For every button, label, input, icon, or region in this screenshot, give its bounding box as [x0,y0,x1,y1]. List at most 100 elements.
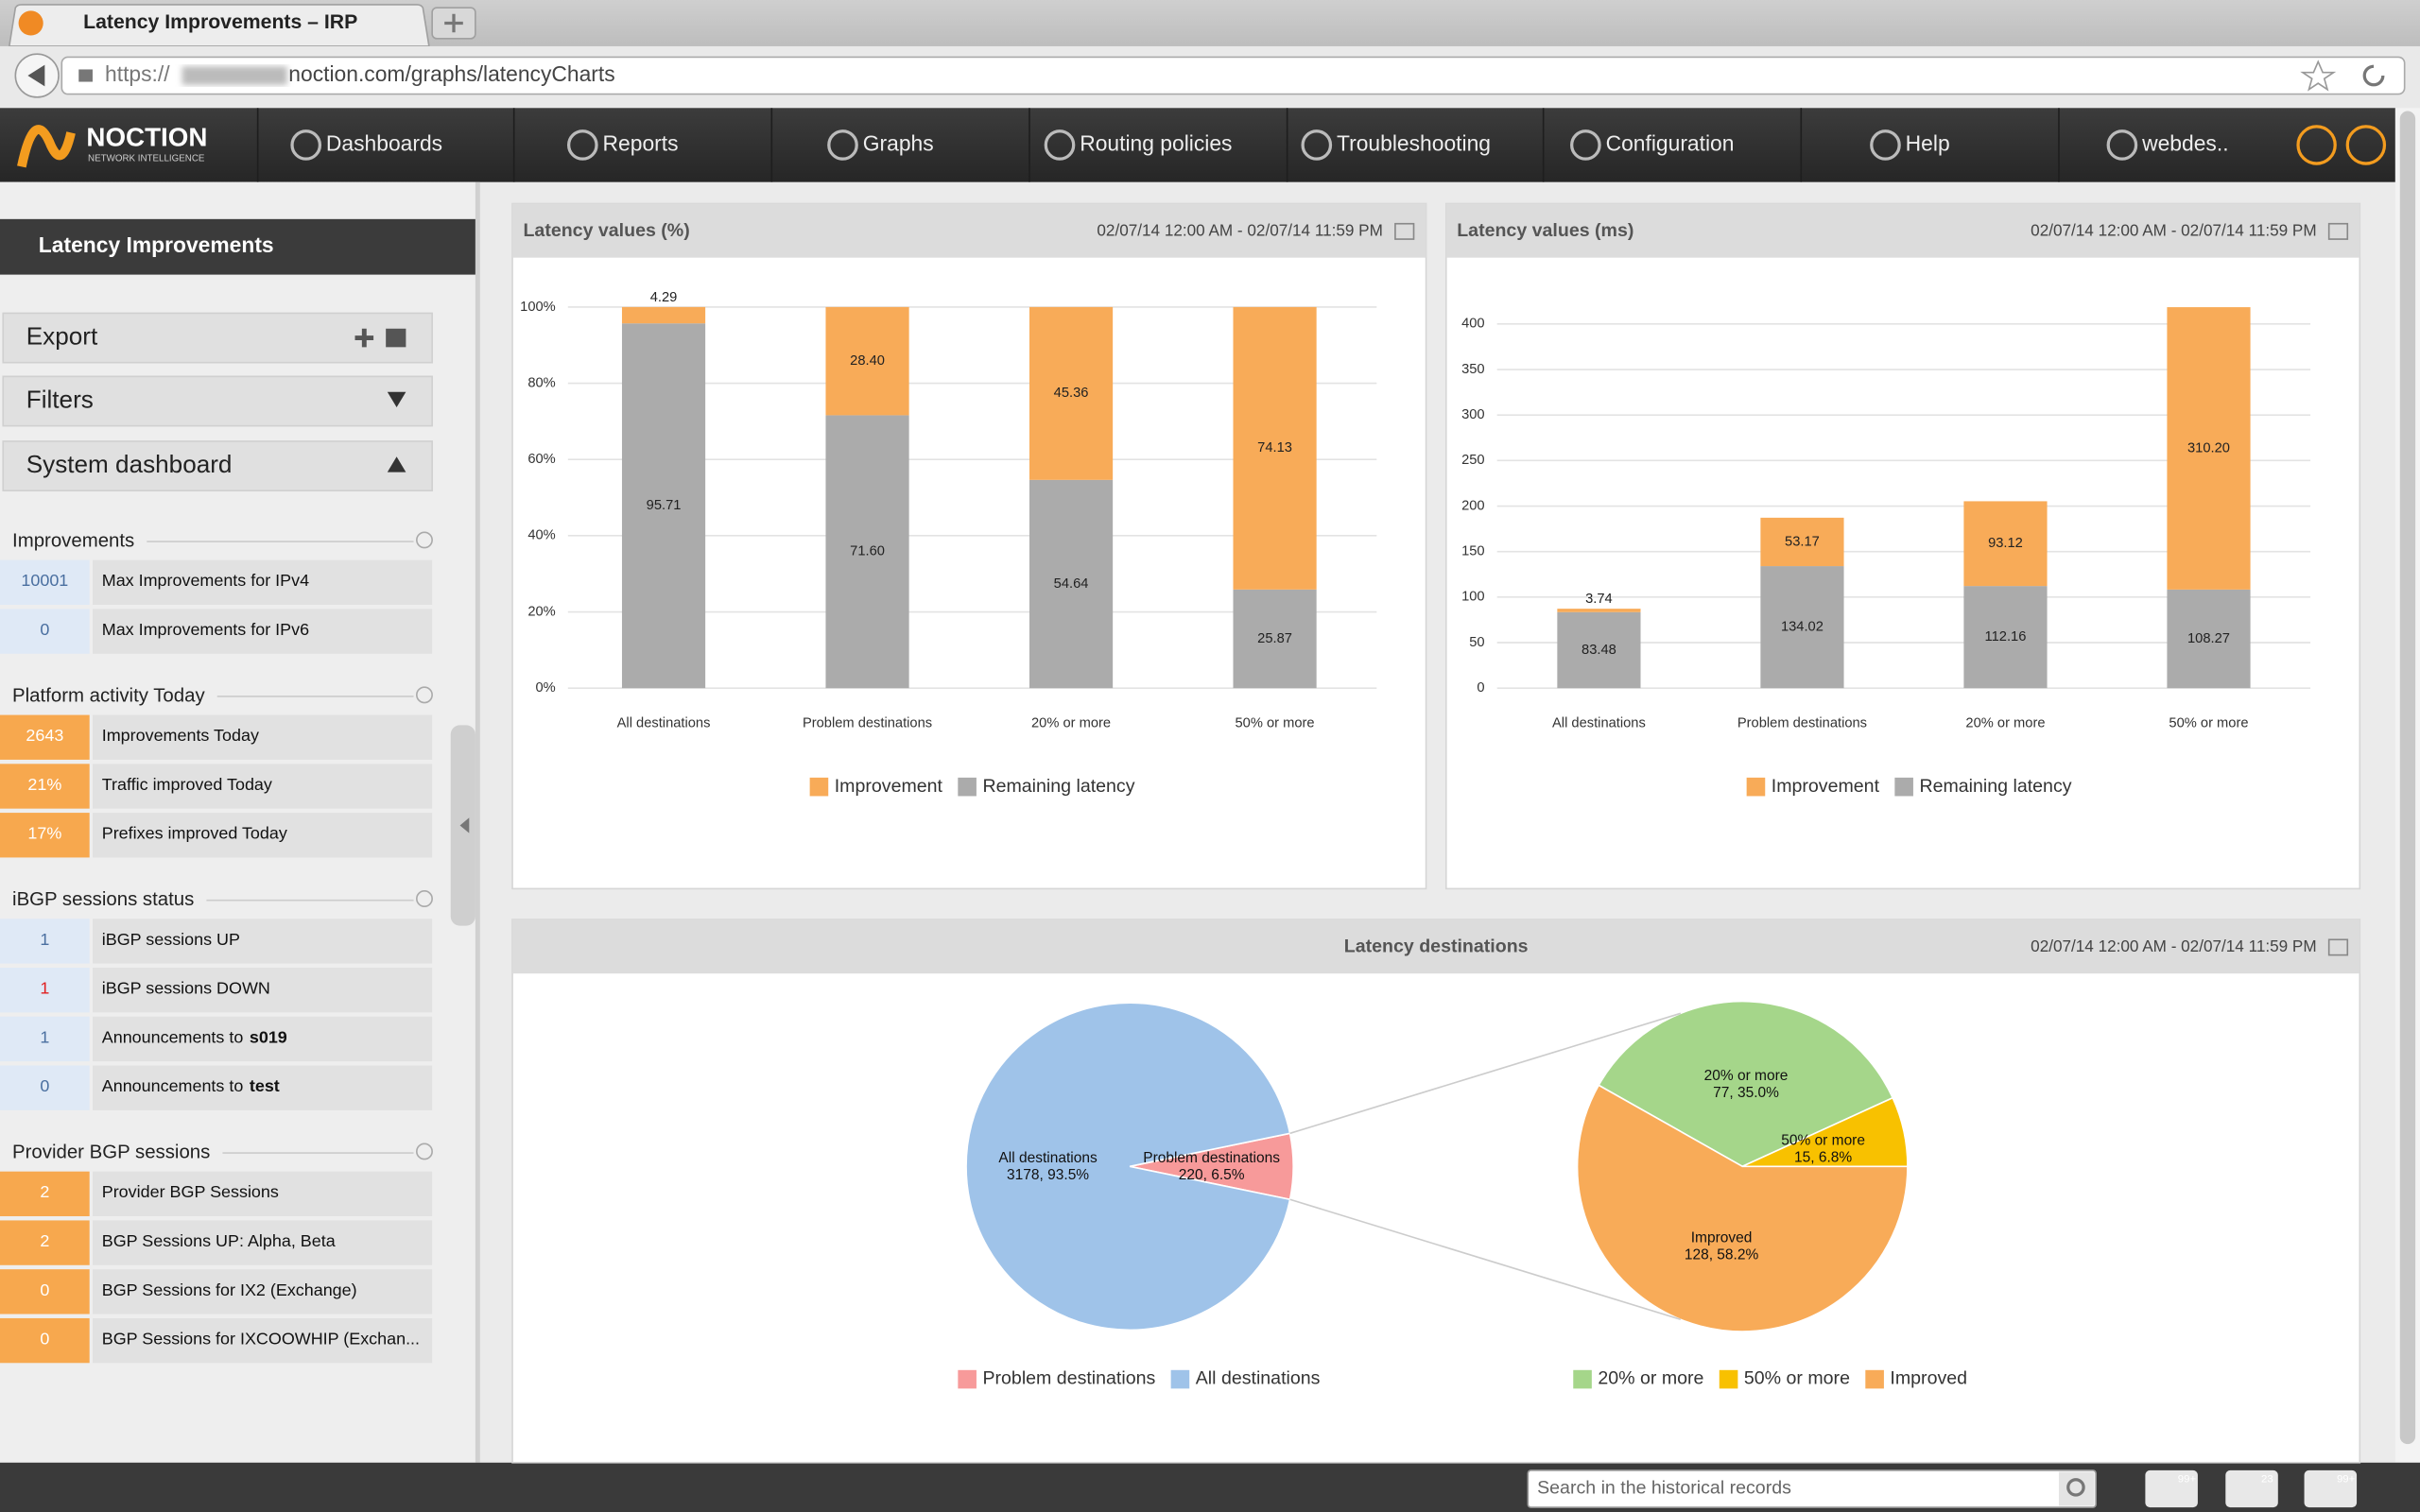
row-label-box [92,714,433,760]
panel-title: Filters [26,385,94,413]
row-label: Provider BGP Sessions [102,1182,279,1201]
bar-segment [1557,611,1641,689]
row-value: 0 [40,620,49,639]
bar-value-label: 83.48 [1582,643,1616,658]
row-value-box [0,714,90,760]
chart-menu[interactable] [1394,222,1415,240]
logo-text: NOCTION [86,122,207,151]
row-label: Announcements to [102,1027,244,1046]
panel-header[interactable] [2,375,433,427]
section-toggle[interactable] [416,890,433,907]
legend: 20% or more 50% or more Improved [1573,1368,1967,1389]
chart-menu[interactable] [2327,222,2349,240]
y-tick-label: 50 [1469,635,1484,650]
pie-slice [1576,1084,1909,1332]
nav-item[interactable]: Help [1906,131,1950,156]
row-label: Announcements to [102,1076,244,1095]
pie-label-value: 15, 6.8% [1794,1150,1852,1166]
expand-icon[interactable] [387,456,406,472]
row-value-box [0,1065,90,1110]
address-bar[interactable] [60,56,2406,95]
tab[interactable] [8,4,430,47]
section-toggle[interactable] [416,531,433,549]
bar-value-label: 93.12 [1988,536,2023,551]
bar-segment [1760,566,1844,689]
section-toggle[interactable] [416,686,433,704]
bar-value-label: 4.29 [650,290,678,305]
section-title: Provider BGP sessions [12,1142,210,1162]
row-label: BGP Sessions UP: Alpha, Beta [102,1231,336,1250]
bar-value-label: 25.87 [1257,631,1292,646]
alert-icon[interactable] [2296,125,2337,165]
x-tick-label: Problem destinations [1737,716,1867,731]
row-label-box [92,919,433,964]
footer-button[interactable] [2225,1469,2278,1508]
row-label-box [92,1269,433,1314]
bar-segment [825,415,909,689]
bar-segment [825,306,909,416]
collapse-icon[interactable] [387,391,406,408]
scroll-thumb[interactable] [2399,111,2416,1445]
y-tick-label: 0% [536,680,556,696]
legend: Problem destinations All destinations [958,1368,1321,1389]
row-label: Max Improvements for IPv6 [102,620,309,639]
panel-header[interactable] [2,440,433,491]
alert-icon[interactable] [2345,125,2387,165]
legend-label: Improvement [1772,776,1880,797]
panel-title: Export [26,321,98,350]
bar-segment [1028,306,1114,480]
footer-button[interactable] [2304,1469,2358,1508]
pie-label-value: 128, 58.2% [1685,1247,1759,1263]
row-value-box [0,813,90,858]
nav-item[interactable]: Reports [603,131,679,156]
sidebar-title: Latency Improvements [39,232,274,257]
row-label: iBGP sessions DOWN [102,979,270,998]
nav-item[interactable]: Troubleshooting [1337,131,1491,156]
bookmark-star[interactable] [2300,60,2337,92]
x-tick-label: 20% or more [1031,716,1111,731]
bar-segment [1028,479,1114,689]
y-tick-label: 100% [520,300,556,315]
row-label-box [92,1171,433,1217]
url: noction.com/graphs/latencyCharts [288,61,614,86]
footer-button[interactable] [2145,1469,2198,1508]
row-value-box [0,1220,90,1265]
y-tick-label: 150 [1461,544,1485,559]
legend-label: Remaining latency [982,776,1134,797]
nav-icon [1570,129,1601,161]
search-button[interactable] [2058,1471,2095,1506]
chart-title: Latency destinations [1344,936,1529,957]
nav-item[interactable]: webdes.. [2141,131,2228,156]
nav-icon [1870,129,1901,161]
bar-value-label: 3.74 [1585,592,1613,607]
x-tick-label: 50% or more [2169,716,2248,731]
reload[interactable] [2362,64,2385,87]
bar-value-label: 74.13 [1257,440,1292,455]
row-label-box [92,1016,433,1062]
bar-value-label: 45.36 [1054,386,1089,401]
nav-item[interactable]: Routing policies [1080,131,1232,156]
connector [1289,1198,1682,1321]
nav-item[interactable]: Dashboards [326,131,442,156]
nav-item[interactable]: Configuration [1606,131,1735,156]
print-icon[interactable] [386,328,406,348]
y-tick-label: 250 [1461,453,1485,468]
row-label: Traffic improved Today [102,775,272,794]
search-box[interactable] [1527,1469,2097,1508]
bar-value-label: 95.71 [647,498,682,513]
splitter-arrow [459,817,470,833]
tab-icon [18,10,43,36]
nav-item[interactable]: Graphs [863,131,934,156]
chart-panel [511,919,2361,1464]
pie-label-value: 220, 6.5% [1179,1167,1245,1183]
section-toggle[interactable] [416,1143,433,1160]
section-title: Improvements [12,530,134,551]
pie-slice [1598,1000,1894,1168]
pie-label: All destinations 3178, 93.5% [998,1150,1098,1183]
chart-menu[interactable] [2327,938,2349,956]
pie-label: Problem destinations 220, 6.5% [1143,1150,1280,1183]
y-tick-label: 200 [1461,498,1485,513]
add-icon[interactable] [354,328,374,348]
section-title: Platform activity Today [12,685,205,706]
